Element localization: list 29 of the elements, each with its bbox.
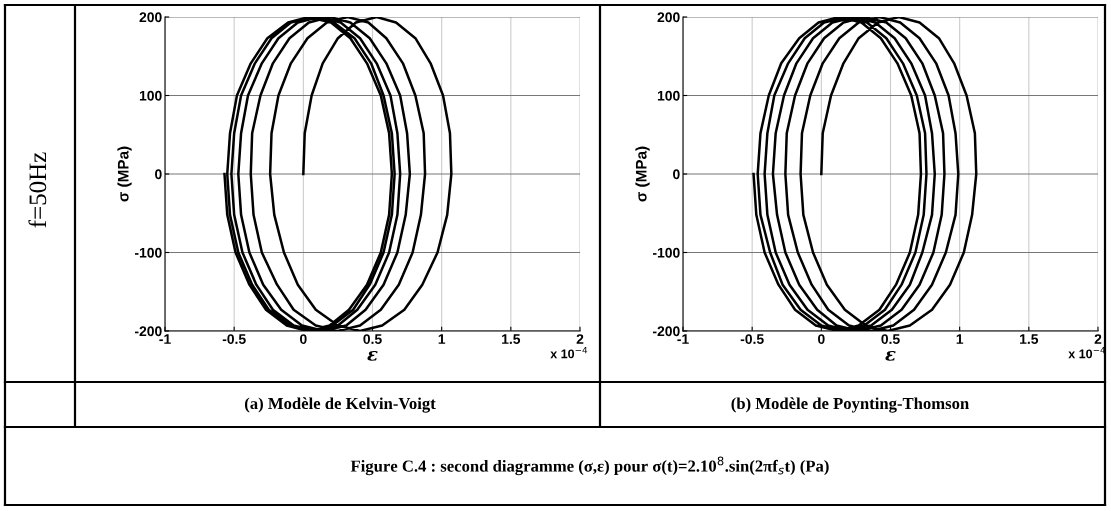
x-tick-label: 0.5 bbox=[363, 334, 382, 344]
x-tick-label: 1.5 bbox=[502, 334, 521, 344]
text: (a) Modèle de Kelvin-Voigt bbox=[244, 397, 436, 413]
x-tick-label: 0 bbox=[818, 334, 825, 344]
x-tick-label: 1 bbox=[956, 334, 964, 344]
y-axis-title: σ (MPa) bbox=[635, 146, 650, 202]
x-tick-label: -0.5 bbox=[740, 334, 764, 344]
text: x 10$^{−4}$ bbox=[550, 346, 588, 359]
x-axis-title: ε bbox=[367, 350, 378, 361]
y-axis-title: σ (MPa) bbox=[117, 146, 132, 202]
text: Figure C.4 : second diagramme (σ,ε) pour σ(t)=2.10$^{8}$.sin(2πf$_{s}$t) (Pa) bbox=[350, 456, 829, 476]
x-tick-label: 0 bbox=[300, 334, 307, 344]
y-tick-label: 100 bbox=[657, 90, 680, 101]
y-tick-label: 0 bbox=[673, 169, 680, 180]
x-tick-label: 1.5 bbox=[1020, 334, 1039, 344]
x-tick-label: -0.5 bbox=[222, 334, 246, 344]
y-tick-label: 100 bbox=[139, 90, 162, 101]
text: f=50Hz bbox=[28, 152, 47, 228]
x-tick-label: 2 bbox=[576, 334, 584, 344]
x-tick-label: 0.5 bbox=[881, 334, 900, 344]
x-axis-title: ε bbox=[885, 350, 896, 361]
y-tick-label: -100 bbox=[652, 247, 680, 258]
y-tick-label: 0 bbox=[155, 169, 162, 180]
y-tick-label: -100 bbox=[134, 247, 162, 258]
x-tick-label: 1 bbox=[438, 334, 446, 344]
text: (b) Modèle de Poynting-Thomson bbox=[731, 397, 969, 413]
y-tick-label: 200 bbox=[139, 12, 162, 23]
x-tick-label: 2 bbox=[1094, 334, 1102, 344]
y-tick-label: 200 bbox=[657, 12, 680, 23]
